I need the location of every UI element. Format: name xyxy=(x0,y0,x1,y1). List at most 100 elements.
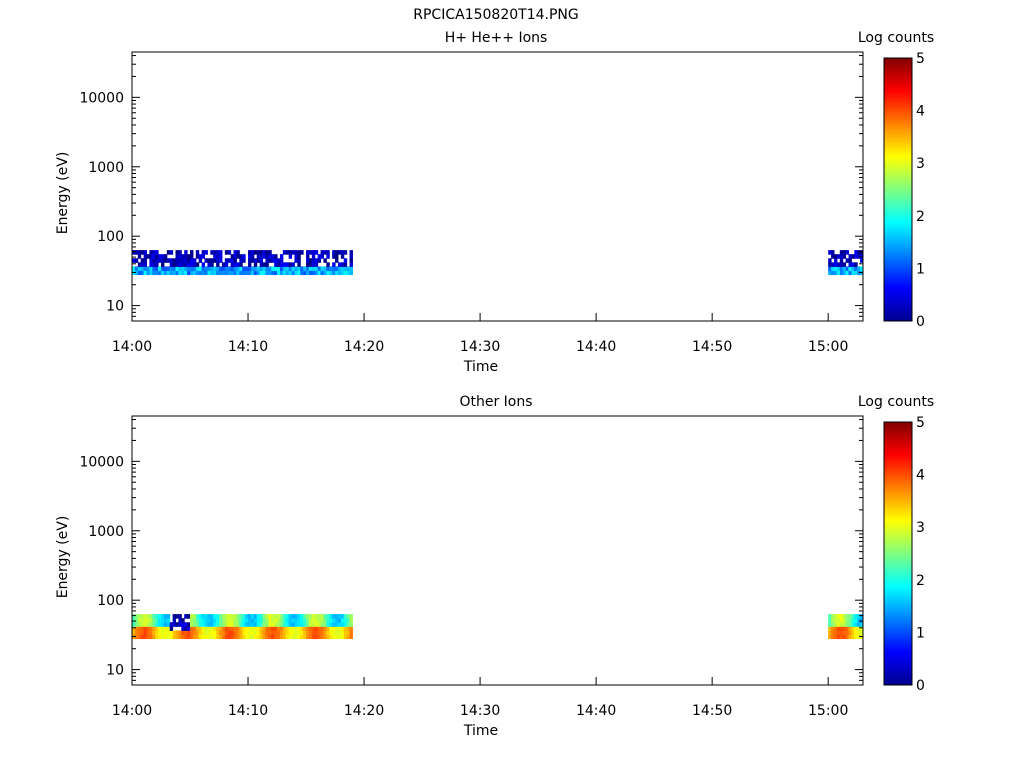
heatmap-cell xyxy=(155,250,159,255)
heatmap-cell xyxy=(248,266,252,271)
heatmap-cell xyxy=(317,258,322,263)
heatmap-cell xyxy=(311,626,316,631)
heatmap-cell xyxy=(845,258,849,263)
heatmap-cell xyxy=(137,254,142,259)
heatmap-cell xyxy=(143,622,148,627)
heatmap-cell xyxy=(291,634,295,640)
heatmap-cell xyxy=(262,266,266,271)
heatmap-cell xyxy=(155,622,159,627)
heatmap-cell xyxy=(224,630,229,635)
heatmap-cell xyxy=(300,270,304,276)
heatmap-cell xyxy=(300,634,304,640)
heatmap-cell xyxy=(169,250,174,255)
heatmap-cell xyxy=(169,630,174,635)
heatmap-cell xyxy=(274,254,278,259)
heatmap-cell xyxy=(221,270,226,276)
heatmap-cell xyxy=(259,254,264,259)
x-tick-label: 15:00 xyxy=(808,339,848,355)
heatmap-cell xyxy=(343,250,348,255)
heatmap-cell xyxy=(146,618,150,623)
heatmap-cell xyxy=(178,614,182,619)
heatmap-cell xyxy=(216,258,220,263)
heatmap-cell xyxy=(253,258,258,263)
heatmap-cell xyxy=(326,266,330,271)
heatmap-cell xyxy=(346,614,351,619)
heatmap-cell xyxy=(242,270,246,276)
heatmap-cell xyxy=(346,266,351,271)
heatmap-cell xyxy=(201,250,206,255)
heatmap-cell xyxy=(288,614,293,619)
heatmap-cell xyxy=(842,614,847,619)
heatmap-cell xyxy=(306,626,310,631)
heatmap-cell xyxy=(860,622,864,627)
heatmap-cell xyxy=(253,266,258,271)
colorbar-tick-label: 4 xyxy=(916,104,925,120)
heatmap-cell xyxy=(265,258,269,263)
colorbar-tick-label: 0 xyxy=(916,314,925,330)
heatmap-cell xyxy=(149,618,153,623)
heatmap-cell xyxy=(187,614,191,619)
heatmap-cell xyxy=(277,266,281,271)
heatmap-cell xyxy=(300,630,304,635)
heatmap-cell xyxy=(149,250,153,255)
heatmap-cell xyxy=(326,250,330,255)
y-tick-label: 10 xyxy=(106,663,124,679)
heatmap-cell xyxy=(317,618,322,623)
heatmap-cell xyxy=(192,614,197,619)
heatmap-cell xyxy=(134,634,139,640)
heatmap-cell xyxy=(288,250,293,255)
heatmap-cell xyxy=(337,630,342,635)
heatmap-cell xyxy=(181,622,185,627)
heatmap-cell xyxy=(152,270,156,276)
heatmap-cell xyxy=(854,270,858,276)
heatmap-cell xyxy=(239,266,243,271)
heatmap-cell xyxy=(204,622,208,627)
heatmap-cell xyxy=(137,270,142,276)
heatmap-cell xyxy=(132,258,136,263)
heatmap-cell xyxy=(300,614,304,619)
heatmap-cell xyxy=(259,630,264,635)
heatmap-cell xyxy=(848,630,852,635)
heatmap-cell xyxy=(291,618,295,623)
heatmap-cell xyxy=(343,258,348,263)
heatmap-cell xyxy=(831,634,835,640)
heatmap-cell xyxy=(169,634,174,640)
panel-other-ions: Other Ions Log counts Time Energy (eV) 1… xyxy=(55,394,934,739)
heatmap-cell xyxy=(329,614,333,619)
heatmap-cell xyxy=(236,250,240,255)
heatmap-cell xyxy=(845,618,849,623)
colorbar-tick-label: 4 xyxy=(916,468,925,484)
heatmap-cell xyxy=(137,634,142,640)
heatmap-cell xyxy=(239,614,243,619)
heatmap-cell xyxy=(175,266,179,271)
heatmap-cell xyxy=(201,626,206,631)
heatmap-cell xyxy=(256,254,261,259)
heatmap-cell xyxy=(178,250,182,255)
heatmap-cell xyxy=(854,262,858,267)
heatmap-cell xyxy=(346,270,351,276)
heatmap-cell xyxy=(308,266,313,271)
heatmap-cell xyxy=(207,622,211,627)
heatmap-cell xyxy=(166,266,171,271)
heatmap-cell xyxy=(311,618,316,623)
heatmap-cell xyxy=(279,634,284,640)
heatmap-cell xyxy=(306,270,310,276)
heatmap-cell xyxy=(332,634,336,640)
heatmap-cell xyxy=(833,626,838,631)
heatmap-cell xyxy=(306,630,310,635)
heatmap-cell xyxy=(314,618,319,623)
heatmap-cell xyxy=(268,614,272,619)
heatmap-cell xyxy=(274,266,278,271)
heatmap-cell xyxy=(300,626,304,631)
x-tick-label: 14:00 xyxy=(112,339,152,355)
heatmap-cell xyxy=(303,626,307,631)
heatmap-cell xyxy=(285,622,290,627)
heatmap-cell xyxy=(163,270,168,276)
y-axis-label: Energy (eV) xyxy=(55,152,71,235)
heatmap-cell xyxy=(340,250,345,255)
heatmap-cell xyxy=(158,618,162,623)
heatmap-cell xyxy=(181,270,185,276)
heatmap-cell xyxy=(831,266,835,271)
heatmap-cell xyxy=(245,634,249,640)
heatmap-cell xyxy=(831,254,835,259)
